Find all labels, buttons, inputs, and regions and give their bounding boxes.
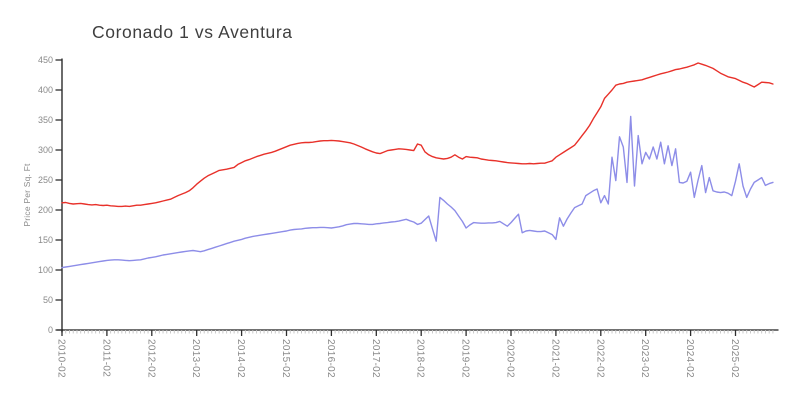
x-tick-label: 2012-02: [145, 339, 156, 378]
x-axis: 2010-02 2011-02 2012-02 2013-02 2014-02 2015-…: [56, 329, 779, 378]
x-tick-label: 2025-02: [729, 339, 740, 378]
y-tick-label: 450: [38, 55, 53, 65]
x-tick-label: 2013-02: [190, 339, 201, 378]
y-tick-label: 300: [38, 145, 53, 155]
x-tick-label: 2018-02: [415, 339, 426, 378]
y-tick-label: 0: [48, 325, 53, 335]
x-tick-label: 2010-02: [56, 339, 67, 378]
x-tick-label: 2021-02: [549, 339, 560, 378]
x-tick-label: 2022-02: [594, 339, 605, 378]
y-tick-label: 100: [38, 265, 53, 275]
x-tick-label: 2024-02: [684, 339, 695, 378]
x-tick-label: 2015-02: [280, 339, 291, 378]
chart-title: Coronado 1 vs Aventura: [92, 22, 293, 42]
y-tick-label: 250: [38, 175, 53, 185]
y-tick-label: 350: [38, 115, 53, 125]
y-tick-label: 400: [38, 85, 53, 95]
y-tick-label: 150: [38, 235, 53, 245]
y-axis-label: Price Per Sq. Ft: [22, 163, 32, 227]
x-tick-label: 2017-02: [370, 339, 381, 378]
series-aventura-line: [61, 115, 774, 269]
x-tick-label: 2023-02: [639, 339, 650, 378]
series-lines: [61, 62, 774, 269]
y-axis: 0 50 100 150 200 250 300 350 400 450: [38, 55, 63, 335]
series-coronado-1-line: [61, 62, 774, 208]
x-tick-label: 2011-02: [100, 339, 111, 377]
y-tick-label: 200: [38, 205, 53, 215]
x-tick-label: 2020-02: [505, 339, 516, 378]
y-tick-label: 50: [43, 295, 53, 305]
x-tick-label: 2019-02: [460, 339, 471, 378]
x-tick-label: 2016-02: [325, 339, 336, 378]
x-tick-label: 2014-02: [235, 339, 246, 378]
